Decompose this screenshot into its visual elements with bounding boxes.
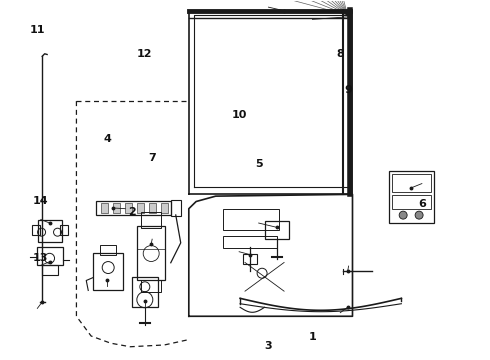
Bar [389, 171, 434, 223]
Bar [59, 225, 68, 235]
Bar [113, 203, 120, 213]
Text: 1: 1 [309, 332, 317, 342]
Bar [137, 226, 165, 280]
Text: 6: 6 [418, 199, 426, 210]
Bar [96, 201, 171, 215]
Circle shape [415, 211, 423, 219]
Bar [392, 174, 431, 192]
Bar [125, 203, 132, 213]
Bar [93, 253, 123, 291]
Bar [38, 220, 62, 242]
Bar [137, 203, 144, 213]
Text: 2: 2 [128, 207, 136, 217]
Bar [161, 203, 168, 213]
Text: 9: 9 [344, 85, 352, 95]
Bar [243, 254, 257, 264]
Bar [149, 203, 156, 213]
Bar [100, 245, 116, 255]
Text: 8: 8 [337, 49, 344, 59]
Bar [392, 195, 431, 209]
Text: 4: 4 [103, 134, 111, 144]
Bar [141, 280, 161, 292]
Bar [171, 200, 181, 216]
Circle shape [399, 211, 407, 219]
Text: 7: 7 [148, 153, 156, 163]
Bar [37, 247, 63, 265]
Text: 12: 12 [137, 49, 152, 59]
Bar [223, 235, 277, 248]
Text: 10: 10 [231, 110, 247, 120]
Bar [42, 265, 57, 275]
Bar [141, 212, 161, 228]
Bar [32, 225, 40, 235]
Text: 13: 13 [33, 253, 49, 263]
Bar [101, 203, 108, 213]
Text: 3: 3 [265, 341, 272, 351]
Bar [223, 209, 279, 230]
Text: 11: 11 [29, 25, 45, 35]
Bar [132, 277, 158, 307]
Bar [265, 221, 289, 239]
Text: 5: 5 [255, 159, 263, 169]
Text: 14: 14 [33, 196, 49, 206]
